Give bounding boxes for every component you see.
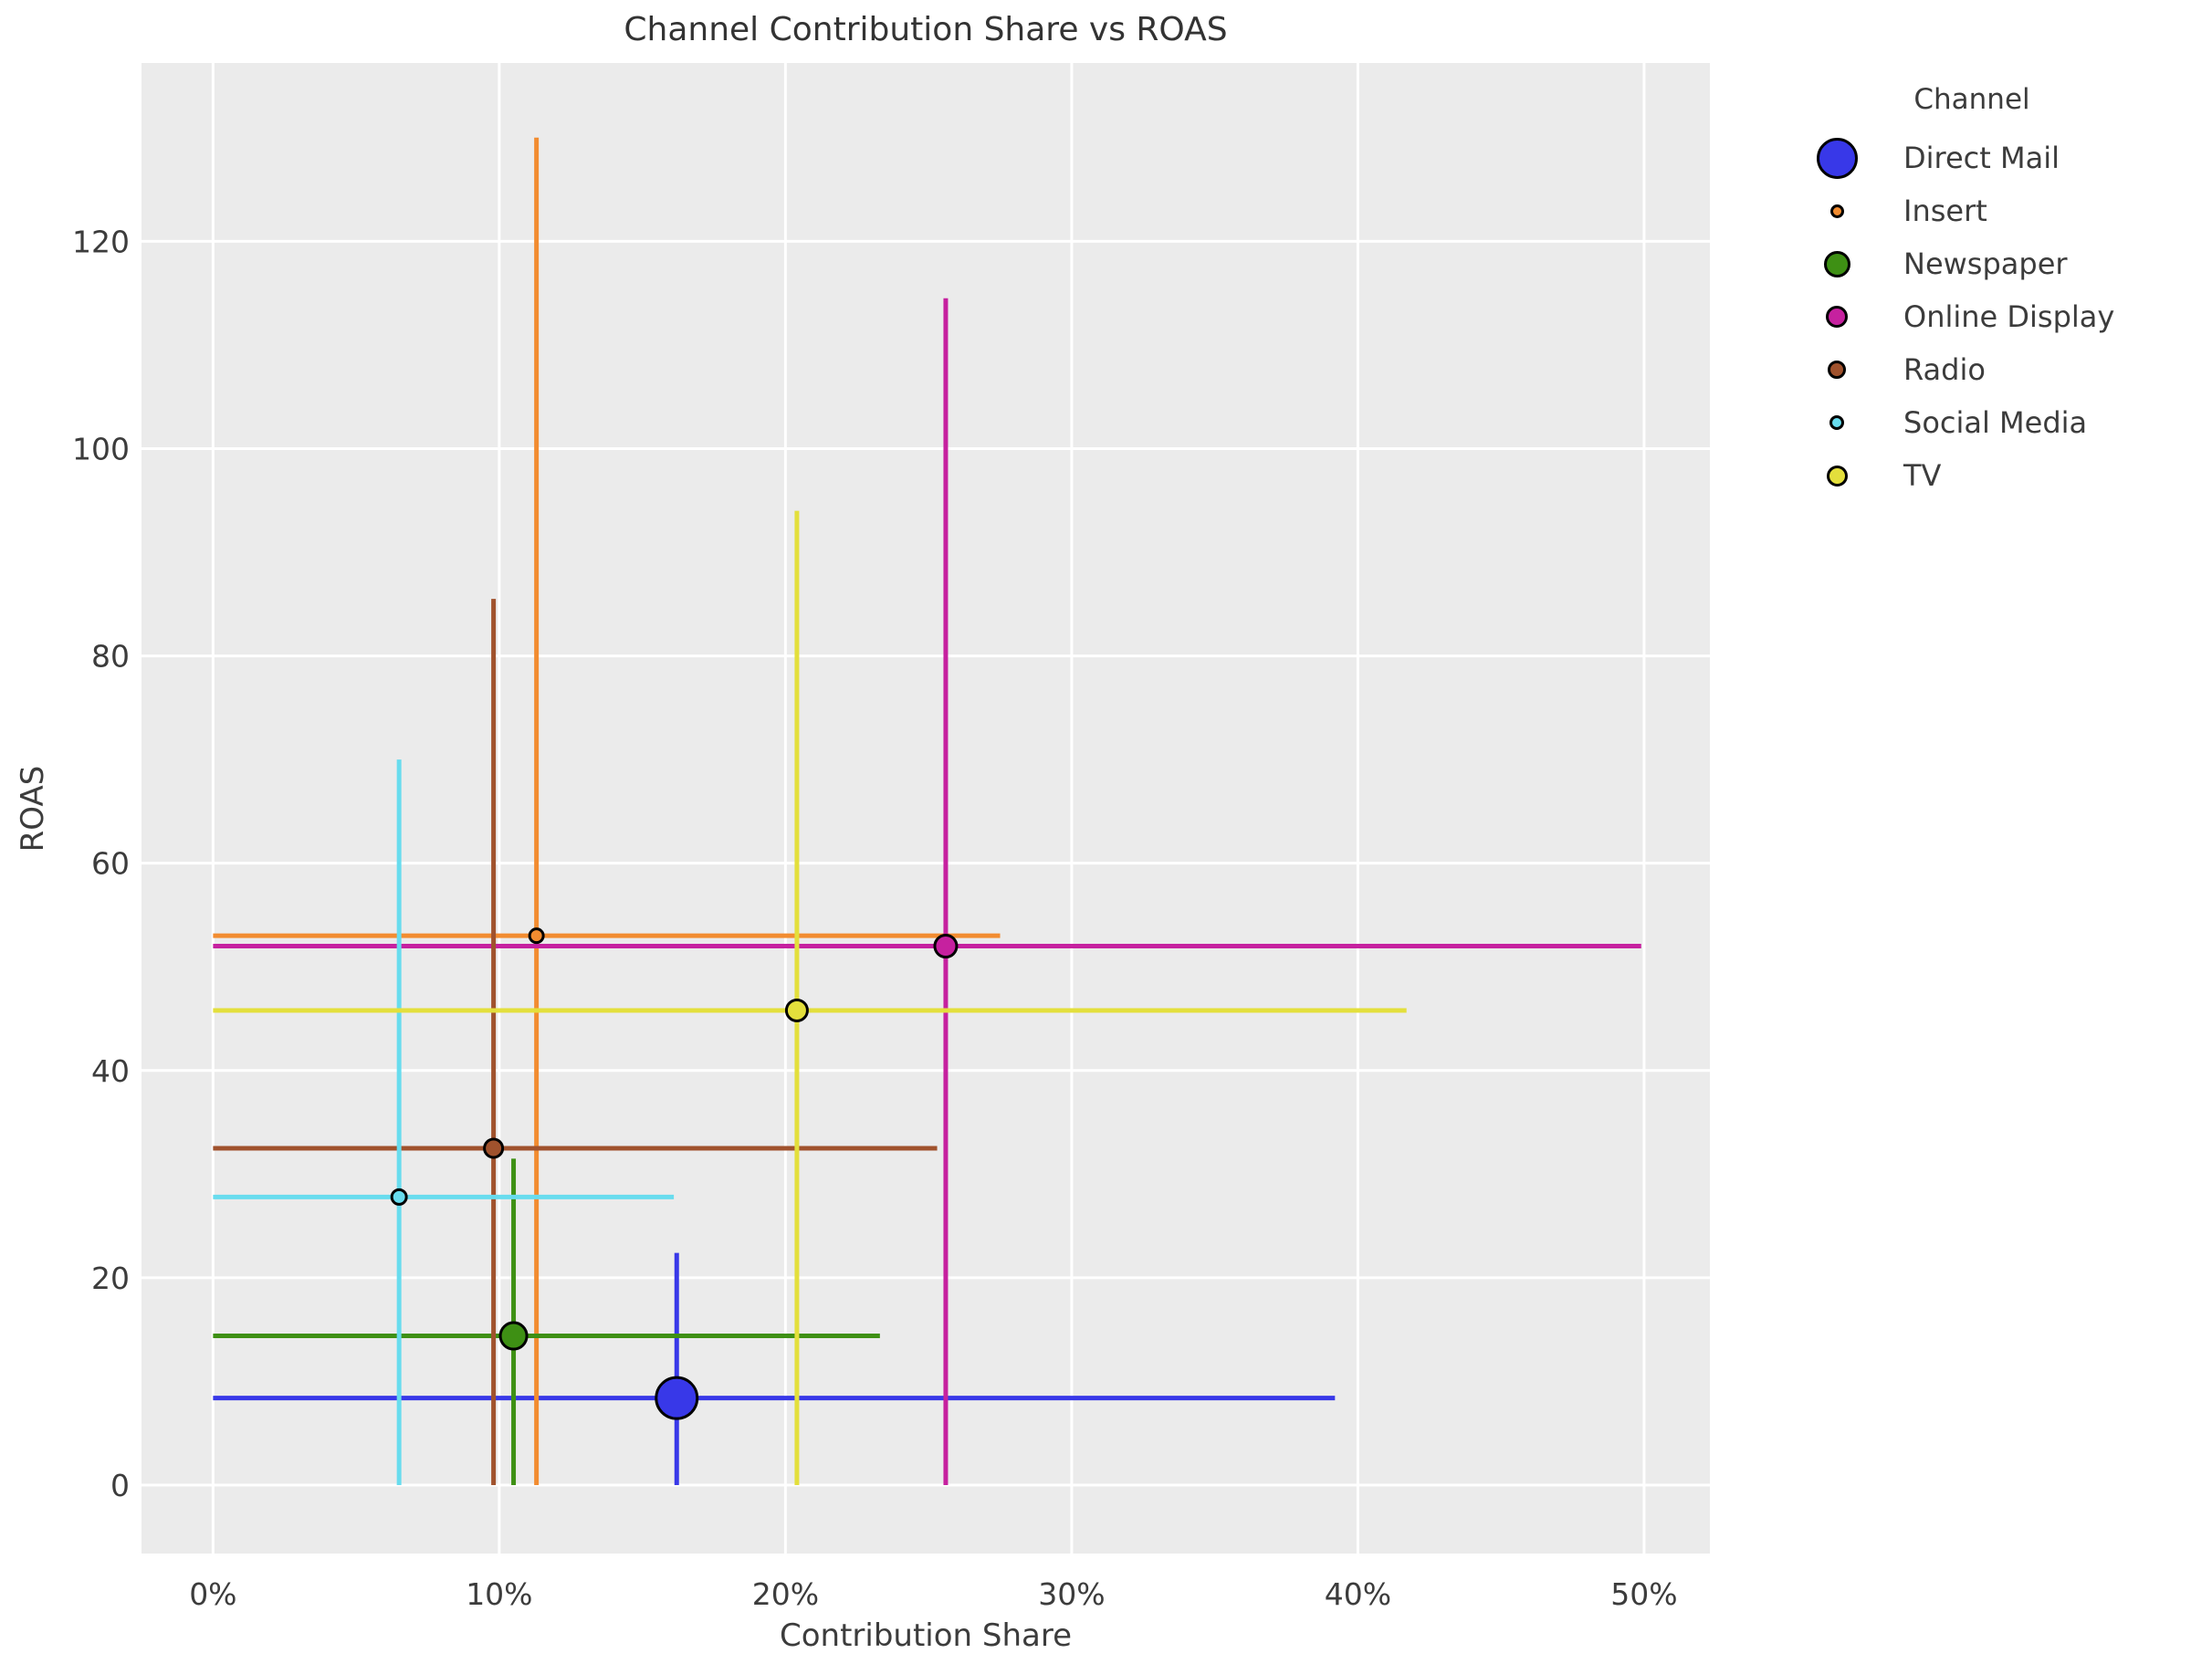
y-tick-label-100: 100 [72,431,130,466]
legend: Channel Direct Mail Insert Newspaper Online… [1791,78,2156,502]
legend-marker-cell [1791,250,1882,277]
marker-tv [784,998,809,1022]
y-tick-label-0: 0 [110,1468,130,1503]
legend-marker-cell [1791,306,1882,328]
legend-item-direct-mail: Direct Mail [1791,131,2156,184]
x-tick-label-10%: 10% [466,1576,532,1612]
legend-marker-cell [1791,361,1882,379]
x-tick-label-30%: 30% [1038,1576,1105,1612]
x-axis-label: Contribution Share [779,1617,1073,1654]
legend-marker-tv [1826,465,1848,487]
legend-marker-cell [1791,415,1882,430]
legend-item-newspaper: Newspaper [1791,237,2156,290]
x-tick-label-0%: 0% [189,1576,236,1612]
legend-marker-cell [1791,204,1882,218]
legend-marker-online-display [1826,306,1848,328]
legend-label-newspaper: Newspaper [1903,246,2068,281]
legend-items: Direct Mail Insert Newspaper Online Display… [1791,131,2156,502]
legend-label-insert: Insert [1903,194,1987,228]
chart-title: Channel Contribution Share vs ROAS [624,11,1228,48]
marker-direct-mail [655,1376,699,1420]
legend-label-radio: Radio [1903,352,1986,387]
legend-item-social-media: Social Media [1791,396,2156,449]
legend-label-social-media: Social Media [1903,405,2088,440]
y-tick-label-80: 80 [91,639,130,675]
marker-online-display [933,934,959,959]
legend-item-radio: Radio [1791,343,2156,396]
legend-item-online-display: Online Display [1791,290,2156,343]
y-tick-label-40: 40 [91,1053,130,1089]
legend-marker-insert [1829,204,1844,218]
legend-title: Channel [1913,83,2030,116]
legend-item-insert: Insert [1791,184,2156,237]
x-tick-label-50%: 50% [1610,1576,1677,1612]
y-tick-label-120: 120 [72,224,130,259]
y-axis-label: ROAS [15,765,51,853]
legend-marker-newspaper [1823,250,1850,277]
y-tick-label-60: 60 [91,846,130,882]
legend-item-tv: TV [1791,449,2156,502]
legend-marker-cell [1791,465,1882,487]
x-tick-label-20%: 20% [752,1576,819,1612]
marker-newspaper [498,1321,529,1351]
x-tick-label-40%: 40% [1325,1576,1391,1612]
marker-radio [483,1137,505,1159]
legend-label-tv: TV [1903,458,1942,493]
marker-insert [528,927,545,945]
legend-marker-cell [1791,137,1882,179]
y-tick-label-20: 20 [91,1261,130,1296]
legend-marker-direct-mail [1816,137,1858,179]
marker-social-media [390,1188,408,1206]
legend-marker-social-media [1829,415,1844,430]
legend-marker-radio [1828,361,1846,379]
legend-label-online-display: Online Display [1903,299,2115,334]
plot-area [142,63,1710,1554]
legend-label-direct-mail: Direct Mail [1903,141,2060,175]
